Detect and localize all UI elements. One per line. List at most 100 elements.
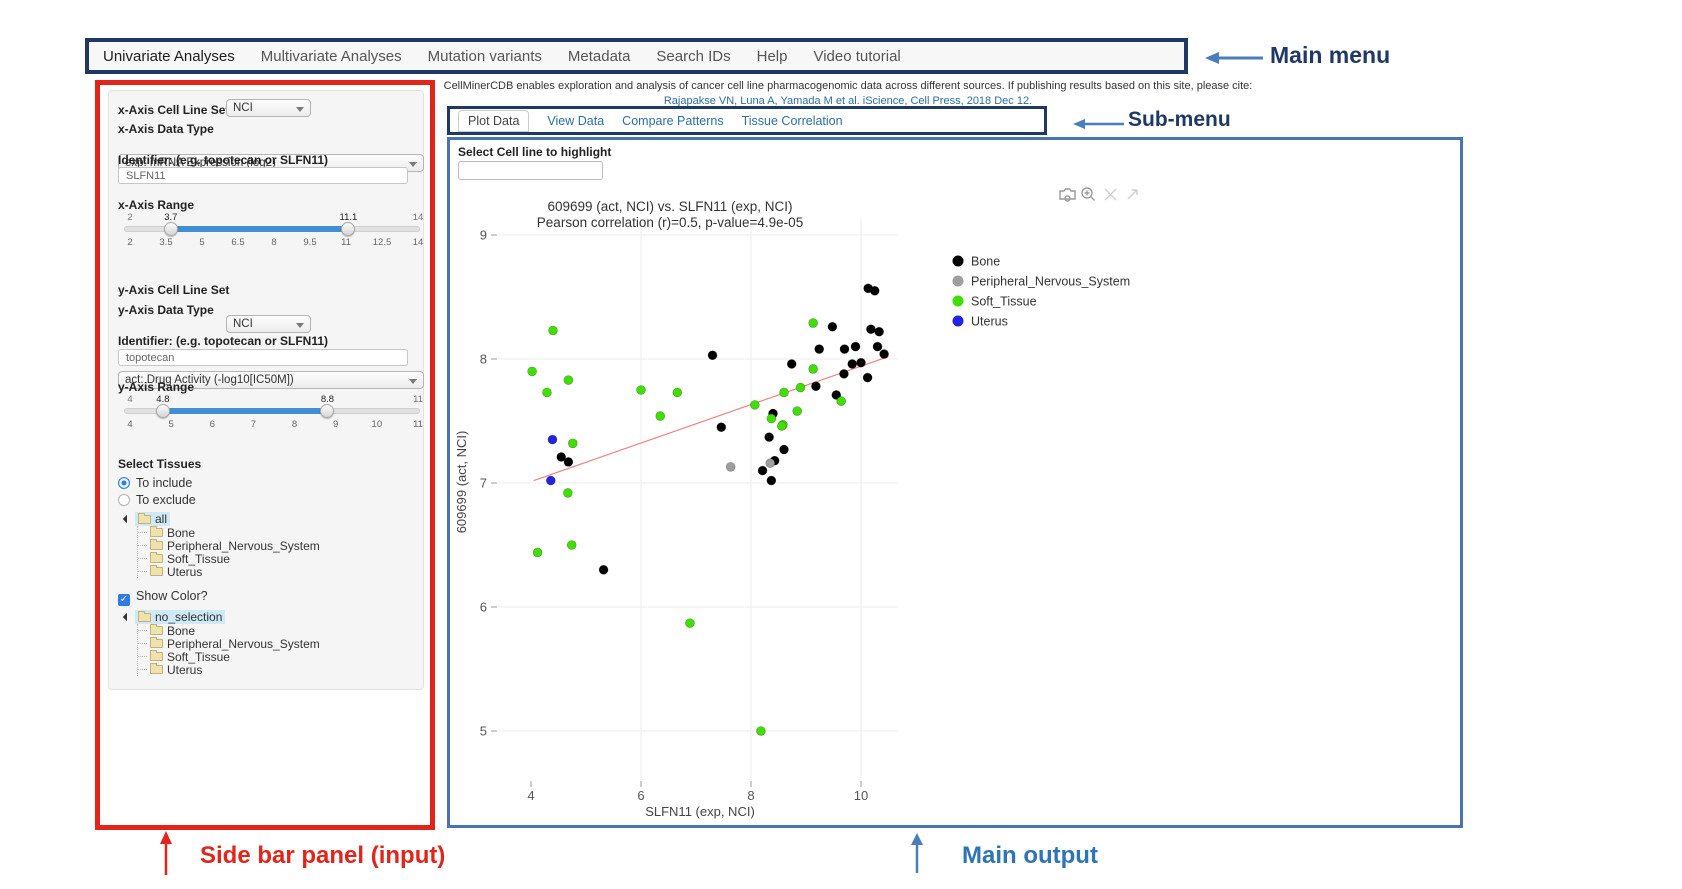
tree-expanded-icon[interactable] [122,514,132,524]
data-point-soft_tissue[interactable] [527,366,537,377]
highlight-cell-line-input[interactable] [458,161,603,180]
data-point-soft_tissue[interactable] [655,411,666,421]
zoom-in-icon[interactable] [1081,187,1095,201]
tree-item-soft-tissue[interactable]: Soft_Tissue [138,650,320,664]
data-point-bone[interactable] [839,369,849,379]
pan-cross-icon[interactable] [1104,188,1117,201]
data-point-bone[interactable] [757,465,768,476]
camera-icon[interactable] [1059,188,1076,202]
tree-expanded-icon[interactable] [122,612,132,622]
data-point-peripheral_nervous_system[interactable] [725,462,736,472]
data-point-bone[interactable] [814,344,825,354]
data-point-bone[interactable] [869,286,880,296]
slider-handle-low[interactable] [163,222,178,236]
tab-compare-patterns[interactable]: Compare Patterns [622,113,724,128]
slider-handle-high[interactable] [320,404,335,418]
menu-item-help[interactable]: Help [756,47,788,65]
y-range-slider[interactable]: 4 11 4.8 8.8 4 5 6 7 8 9 10 11 [118,394,424,430]
data-point-bone[interactable] [716,422,727,433]
tab-tissue-correlation[interactable]: Tissue Correlation [741,113,843,128]
data-point-soft_tissue[interactable] [685,618,695,628]
slider-handle-low[interactable] [155,404,170,418]
data-point-soft_tissue[interactable] [563,488,573,498]
data-point-soft_tissue[interactable] [532,547,543,558]
tab-plot-data[interactable]: Plot Data [458,109,530,132]
data-point-uterus[interactable] [547,434,558,445]
data-point-bone[interactable] [779,444,789,455]
tree-item-bone[interactable]: Bone [138,526,320,540]
y-cell-line-set-select[interactable]: NCI [226,315,311,333]
data-point-bone[interactable] [874,326,884,337]
data-point-soft_tissue[interactable] [776,421,787,431]
data-point-soft_tissue[interactable] [750,400,760,410]
slider-handle-high[interactable] [341,222,356,236]
data-point-bone[interactable] [879,349,889,359]
legend-marker[interactable] [952,275,964,287]
data-point-uterus[interactable] [546,475,556,486]
y-data-type-select[interactable]: act: Drug Activity (-log10[IC50M]) [118,371,424,389]
legend-marker[interactable] [952,255,964,267]
tissue-exclude-radio[interactable]: To exclude [118,491,196,509]
tab-view-data[interactable]: View Data [547,113,605,128]
data-point-bone[interactable] [556,452,567,462]
legend-marker[interactable] [952,315,964,327]
data-point-soft_tissue[interactable] [766,413,777,424]
tree-item-peripheral-nervous-system[interactable]: Peripheral_Nervous_System [138,637,320,651]
data-point-bone[interactable] [786,359,797,369]
legend-label[interactable]: Peripheral_Nervous_System [971,275,1130,289]
reset-axes-icon[interactable] [1127,189,1138,200]
menu-item-metadata[interactable]: Metadata [567,47,631,65]
legend-label[interactable]: Soft_Tissue [971,295,1037,309]
tree-item-bone[interactable]: Bone [138,624,320,638]
tree-item-uterus[interactable]: Uterus [138,565,320,579]
data-point-bone[interactable] [707,350,718,361]
data-point-soft_tissue[interactable] [548,325,558,336]
menu-item-univariate-analyses[interactable]: Univariate Analyses [103,47,235,65]
data-point-soft_tissue[interactable] [542,387,552,398]
data-point-bone[interactable] [766,475,777,486]
data-point-soft_tissue[interactable] [566,540,577,550]
menu-item-search-ids[interactable]: Search IDs [656,47,731,65]
data-point-soft_tissue[interactable] [836,396,847,406]
data-point-bone[interactable] [563,457,574,467]
tree-item-uterus[interactable]: Uterus [138,663,320,677]
show-color-checkbox[interactable]: ✓ Show Color? [118,587,208,606]
data-point-soft_tissue[interactable] [756,726,766,736]
tree-node-no-selection[interactable]: no_selection [122,610,320,624]
radio-selected-icon[interactable] [118,477,130,489]
y-identifier-input[interactable]: topotecan [118,349,408,366]
data-point-peripheral_nervous_system[interactable] [765,458,776,468]
data-point-soft_tissue[interactable] [568,438,578,449]
legend-label[interactable]: Bone [971,255,1000,269]
radio-unselected-icon[interactable] [118,494,130,506]
data-point-soft_tissue[interactable] [779,387,789,398]
data-point-bone[interactable] [866,324,876,335]
legend-label[interactable]: Uterus [971,315,1008,329]
x-range-slider[interactable]: 2 14 3.7 11.1 2 3.5 5 6.5 8 9.5 11 12.5 14 [118,212,424,248]
tree-item-soft-tissue[interactable]: Soft_Tissue [138,552,320,566]
x-identifier-input[interactable]: SLFN11 [118,167,408,184]
menu-item-mutation-variants[interactable]: Mutation variants [427,47,542,65]
data-point-bone[interactable] [831,390,842,400]
data-point-bone[interactable] [598,564,609,575]
data-point-bone[interactable] [811,381,821,392]
data-point-bone[interactable] [862,372,873,383]
data-point-bone[interactable] [856,357,866,368]
tree-node-all[interactable]: all [122,512,320,526]
data-point-bone[interactable] [827,321,838,332]
data-point-soft_tissue[interactable] [636,385,646,395]
data-point-soft_tissue[interactable] [808,364,818,374]
checkbox-checked-icon[interactable]: ✓ [118,594,130,606]
data-point-soft_tissue[interactable] [795,382,806,393]
x-cell-line-set-select[interactable]: NCI [226,99,311,117]
tree-item-peripheral-nervous-system[interactable]: Peripheral_Nervous_System [138,539,320,553]
scatter-plot[interactable]: 4 6 8 10 5 6 7 8 9 609699 (act, NCI) vs. SLFN11 (… [450,140,1460,825]
data-point-soft_tissue[interactable] [792,406,803,416]
data-point-soft_tissue[interactable] [672,387,683,398]
menu-item-video-tutorial[interactable]: Video tutorial [813,47,901,65]
data-point-bone[interactable] [872,341,883,352]
citation-link[interactable]: Rajapakse VN, Luna A, Yamada M et al. iS… [663,95,1033,107]
data-point-soft_tissue[interactable] [563,375,574,385]
data-point-bone[interactable] [847,359,858,369]
tissue-include-radio[interactable]: To include [118,474,192,492]
